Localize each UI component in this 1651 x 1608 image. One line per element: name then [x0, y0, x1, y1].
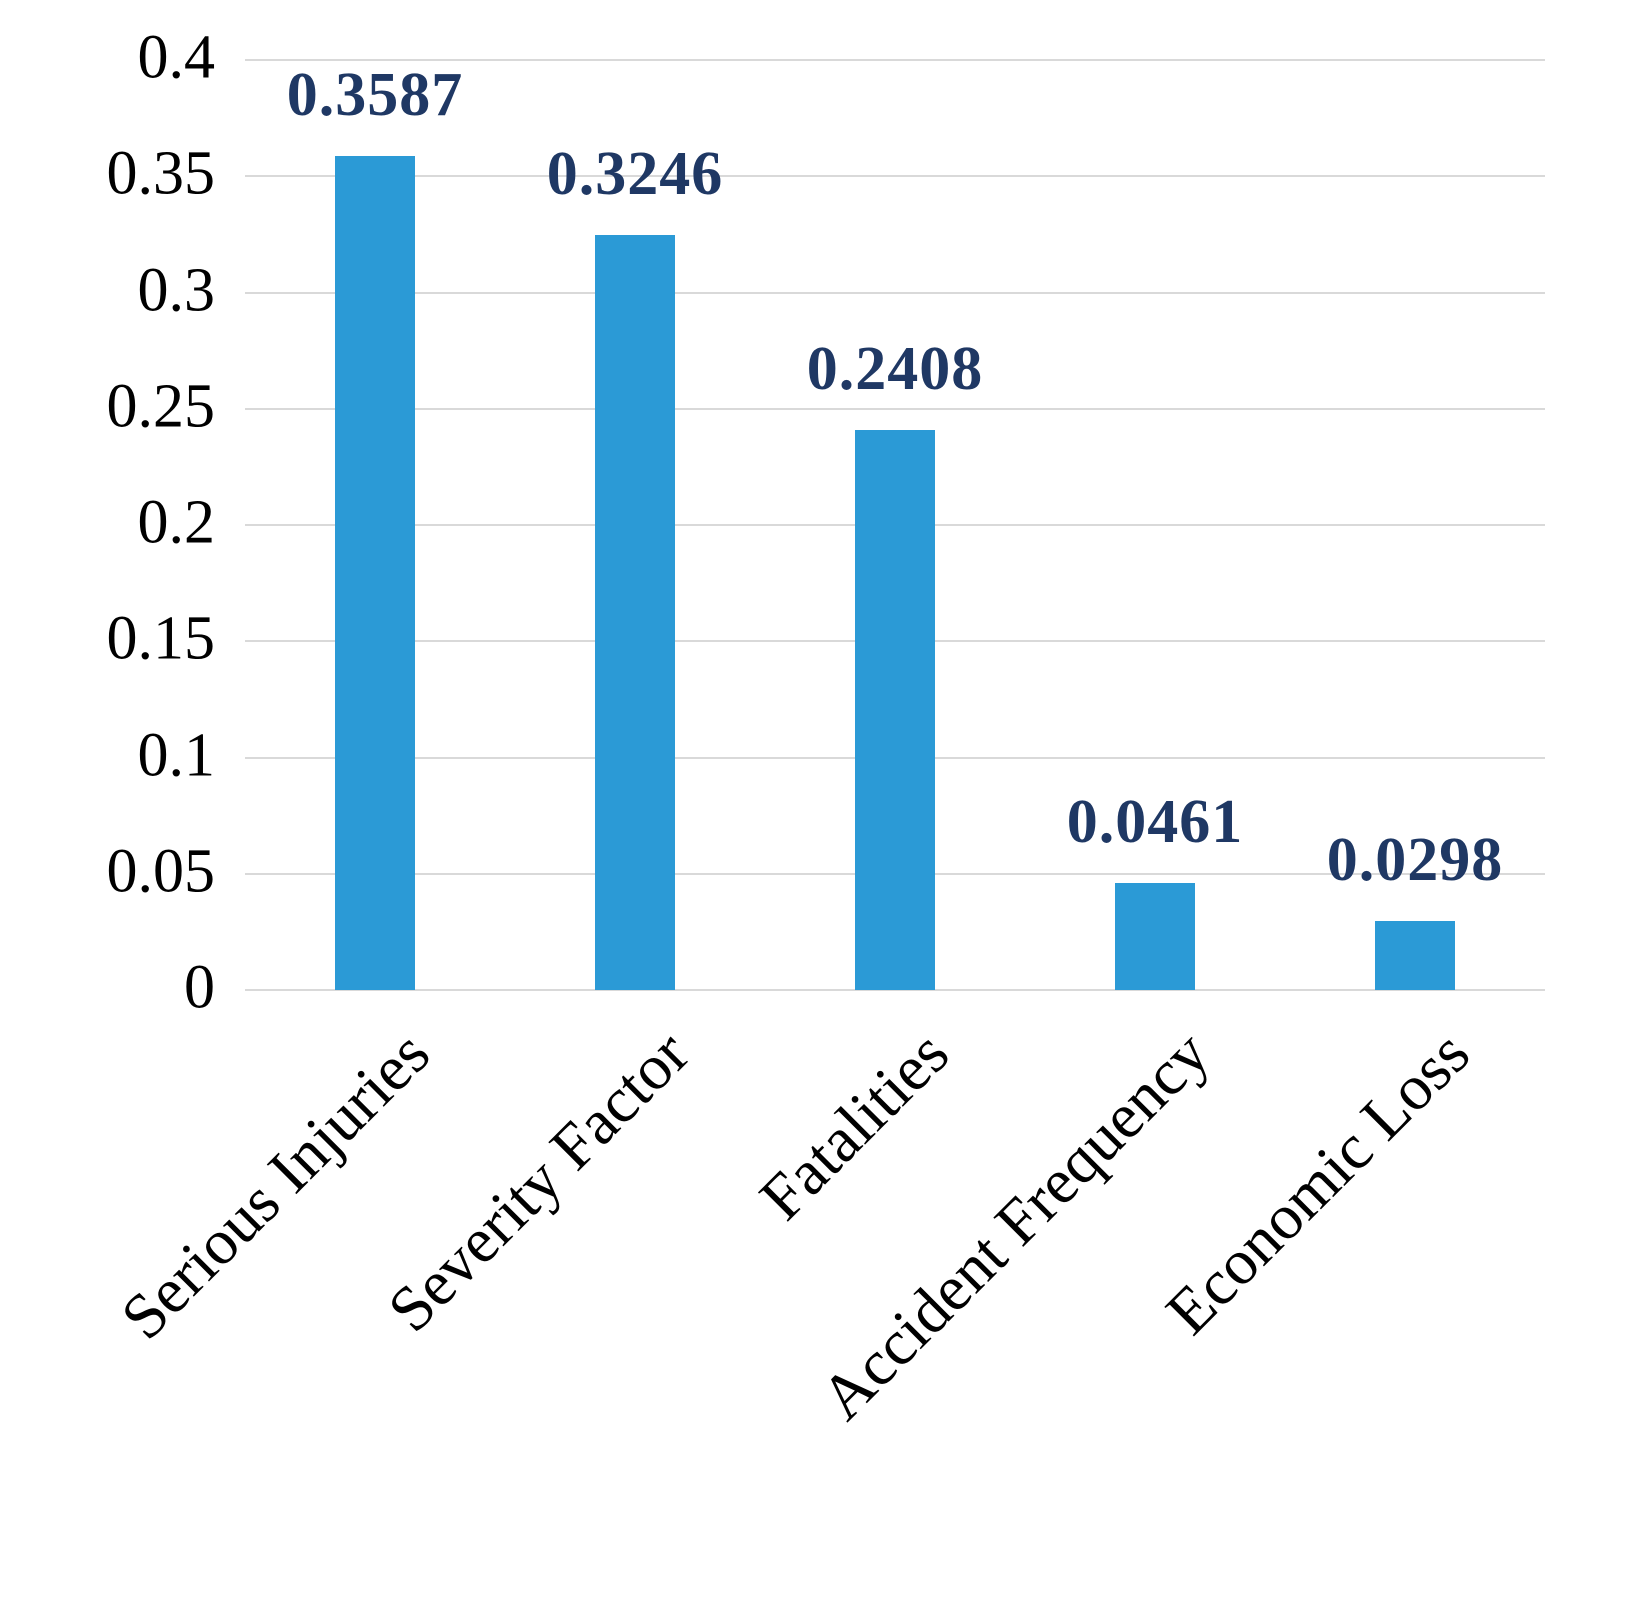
bar-economic-loss — [1375, 920, 1455, 990]
bar-accident-frequency — [1115, 882, 1195, 990]
gridline — [245, 175, 1545, 178]
bar-value-label: 0.0461 — [1066, 787, 1244, 856]
y-axis-tick-label: 0.3 — [137, 256, 216, 325]
y-axis-tick-label: 0.35 — [106, 139, 216, 208]
y-axis-tick-label: 0.15 — [106, 604, 216, 673]
bar-severity-factor — [595, 235, 675, 990]
bar-fatalities — [855, 430, 935, 990]
gridline — [245, 989, 1545, 991]
y-axis-tick-label: 0.4 — [137, 23, 216, 92]
bar-value-label: 0.3587 — [286, 61, 464, 130]
y-axis-tick-label: 0 — [184, 953, 215, 1022]
gridline — [245, 291, 1545, 294]
x-axis-category-text: Fatalities — [746, 1017, 963, 1234]
gridline — [245, 59, 1545, 61]
y-axis-tick-label: 0.2 — [137, 488, 216, 557]
y-axis-tick-label: 0.05 — [106, 837, 216, 906]
bar-serious-injuries — [335, 156, 415, 990]
gridline — [245, 407, 1545, 410]
bar-value-label: 0.2408 — [806, 335, 984, 404]
y-axis-tick-label: 0.25 — [106, 372, 216, 441]
y-axis-tick-label: 0.1 — [137, 721, 216, 790]
bar-value-label: 0.0298 — [1326, 825, 1504, 894]
bar-value-label: 0.3246 — [546, 140, 724, 209]
